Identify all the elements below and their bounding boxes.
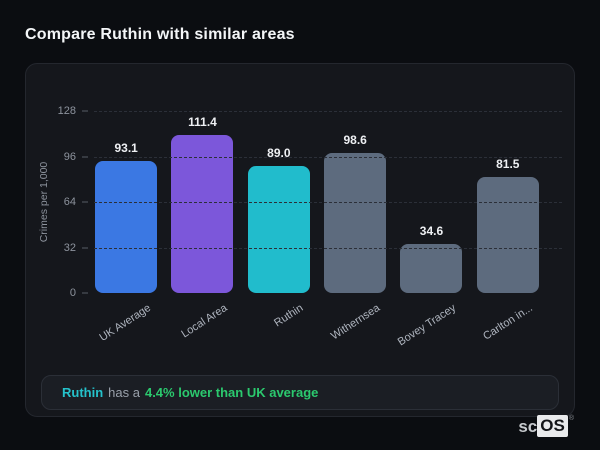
- y-tick-mark: [82, 201, 88, 203]
- note-stat-text: 4.4% lower than UK average: [144, 385, 319, 400]
- y-tick-label: 32: [63, 241, 76, 254]
- y-tick-mark: [82, 110, 88, 112]
- gridline: [94, 156, 562, 158]
- comparison-chart-card: Crimes per 1,000 93.1 111.4 89.0 98.6 34.6 81…: [25, 63, 575, 417]
- bar-value-label: 98.6: [343, 132, 367, 147]
- x-tick-label: Carlton in...: [480, 302, 535, 343]
- y-tick-label: 0: [69, 287, 76, 299]
- bar-withernsea[interactable]: [324, 152, 387, 293]
- bar-slot: 98.6: [317, 111, 393, 293]
- y-tick-label: 96: [63, 150, 76, 163]
- bar-value-label: 111.4: [188, 114, 217, 129]
- bar-value-label: 34.6: [419, 223, 444, 238]
- bar-value-label: 89.0: [267, 146, 291, 161]
- y-tick-mark: [82, 247, 88, 248]
- bar-bovey-tracey[interactable]: [400, 243, 463, 293]
- x-tick-label: Withernsea: [328, 302, 382, 343]
- x-tick-label: Ruthin: [272, 302, 306, 330]
- registered-trademark-icon: ®: [568, 415, 574, 422]
- y-tick-mark: [82, 292, 88, 294]
- x-axis-labels: UK Average Local Area Ruthin Withernsea Bove…: [88, 293, 546, 349]
- x-tick-label: Bovey Tracey: [395, 302, 459, 349]
- bars-container: 93.1 111.4 89.0 98.6 34.6 81.5: [88, 111, 546, 293]
- page-title: Compare Ruthin with similar areas: [25, 26, 295, 43]
- bar-slot: 111.4: [164, 111, 240, 293]
- bar-local-area[interactable]: [171, 134, 234, 293]
- logo-suffix: OS: [537, 415, 568, 437]
- y-tick-label: 64: [63, 196, 76, 208]
- comparison-note: Ruthin has a 4.4% lower than UK average: [41, 375, 559, 410]
- gridline: [94, 111, 562, 112]
- scos-logo: sc OS ®: [518, 415, 574, 437]
- bar-chart: Crimes per 1,000 93.1 111.4 89.0 98.6 34.6 81…: [38, 105, 562, 348]
- bar-value-label: 81.5: [496, 157, 520, 172]
- x-tick-label: UK Average: [97, 302, 153, 344]
- note-area-name: Ruthin: [62, 385, 104, 400]
- y-tick-mark: [82, 156, 88, 157]
- gridline: [94, 247, 562, 249]
- bar-ruthin[interactable]: [247, 166, 310, 293]
- bar-slot: 81.5: [470, 111, 546, 293]
- y-tick-label: 128: [57, 105, 76, 117]
- note-connector-text: has a: [108, 385, 140, 400]
- logo-prefix: sc: [518, 417, 538, 436]
- bar-value-label: 93.1: [114, 140, 138, 155]
- bar-slot: 34.6: [393, 111, 469, 293]
- bar-slot: 93.1: [88, 111, 164, 293]
- x-tick-label: Local Area: [178, 302, 230, 341]
- bar-carlton-in[interactable]: [476, 177, 539, 293]
- gridline: [94, 202, 562, 203]
- bar-uk-average[interactable]: [95, 160, 158, 293]
